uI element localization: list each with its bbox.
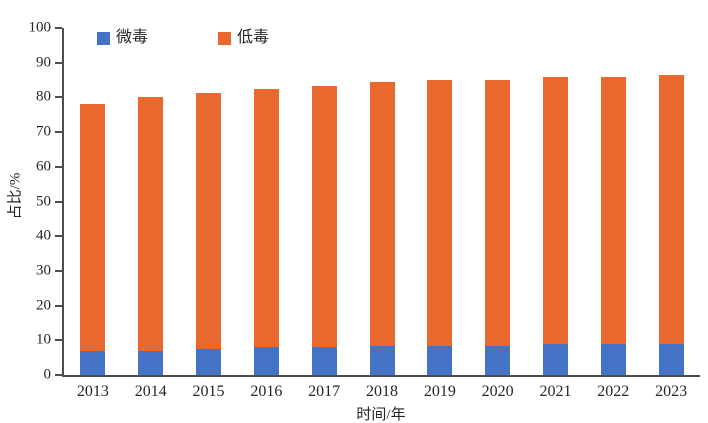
- bar-segment-weidu: [485, 345, 511, 375]
- legend-swatch-didu-icon: [218, 31, 232, 45]
- bar-segment-didu: [253, 89, 279, 348]
- y-tick-label: 0: [43, 366, 52, 383]
- x-tick-label: 2020: [481, 383, 514, 400]
- x-tick-label: 2018: [366, 383, 398, 400]
- y-tick-mark: [55, 96, 62, 99]
- legend-label-didu: 低毒: [237, 29, 270, 46]
- y-axis-title: 占比/%: [7, 172, 24, 220]
- y-tick-label: 100: [28, 19, 52, 36]
- x-tick-label: 2022: [597, 383, 630, 400]
- y-tick-label: 40: [36, 227, 51, 244]
- y-tick-mark: [55, 61, 62, 64]
- legend-item-didu: 低毒: [218, 30, 269, 46]
- y-tick-mark: [55, 304, 62, 307]
- x-tick-label: 2015: [192, 383, 225, 400]
- bar-segment-didu: [138, 97, 164, 351]
- x-tick-label: 2016: [250, 383, 283, 400]
- y-tick-mark: [55, 200, 62, 203]
- x-tick-label: 2023: [655, 383, 688, 400]
- y-tick-label: 50: [36, 193, 51, 209]
- legend-label-weidu: 微毒: [116, 29, 149, 46]
- bar-segment-didu: [542, 76, 568, 344]
- plot-area: 0 10 20 30 40 50 60 70 80 90 100 2013 2014 2015 2016 20…: [29, 20, 700, 400]
- y-tick-label: 70: [36, 123, 51, 140]
- x-tick-label: 2014: [134, 383, 167, 400]
- bar-segment-weidu: [427, 345, 453, 375]
- bar-segment-weidu: [196, 348, 222, 375]
- y-tick-mark: [55, 374, 62, 376]
- y-tick-label: 80: [36, 88, 51, 105]
- y-tick-mark: [55, 339, 62, 342]
- bar-segment-weidu: [369, 345, 395, 375]
- legend-item-weidu: 微毒: [97, 30, 148, 46]
- x-axis-title: 时间/年: [356, 407, 406, 423]
- x-tick-label: 2013: [76, 383, 109, 400]
- bar-segment-didu: [80, 104, 106, 351]
- y-tick-label: 10: [36, 331, 51, 348]
- x-tick-label: 2017: [308, 383, 341, 400]
- y-tick-label: 30: [36, 262, 51, 279]
- bar-segment-weidu: [600, 343, 626, 375]
- bar-segment-didu: [658, 74, 684, 344]
- bar-segment-weidu: [311, 347, 337, 375]
- y-tick-mark: [55, 235, 62, 238]
- y-tick-label: 60: [36, 158, 51, 175]
- bar-segment-didu: [427, 80, 453, 346]
- x-tick-label: 2019: [423, 383, 456, 400]
- bar-segment-weidu: [253, 347, 279, 375]
- y-tick-mark: [55, 131, 62, 134]
- bar-segment-didu: [485, 80, 511, 346]
- bar-segment-weidu: [658, 343, 684, 375]
- bar-segment-didu: [600, 76, 626, 344]
- bar-segment-didu: [196, 92, 222, 349]
- y-tick-label: 90: [36, 54, 51, 71]
- bar-segment-weidu: [138, 350, 164, 375]
- bar-segment-weidu: [80, 350, 106, 375]
- legend-swatch-weidu-icon: [97, 31, 110, 45]
- y-tick-label: 20: [36, 297, 51, 314]
- y-tick-mark: [55, 165, 62, 168]
- legend: 微毒 低毒: [97, 30, 269, 46]
- bar-segment-didu: [311, 85, 337, 348]
- bar-segment-weidu: [542, 343, 568, 375]
- x-tick-label: 2021: [539, 383, 572, 400]
- y-tick-mark: [55, 269, 62, 272]
- y-tick-mark: [55, 27, 62, 29]
- bar-segment-didu: [369, 82, 395, 346]
